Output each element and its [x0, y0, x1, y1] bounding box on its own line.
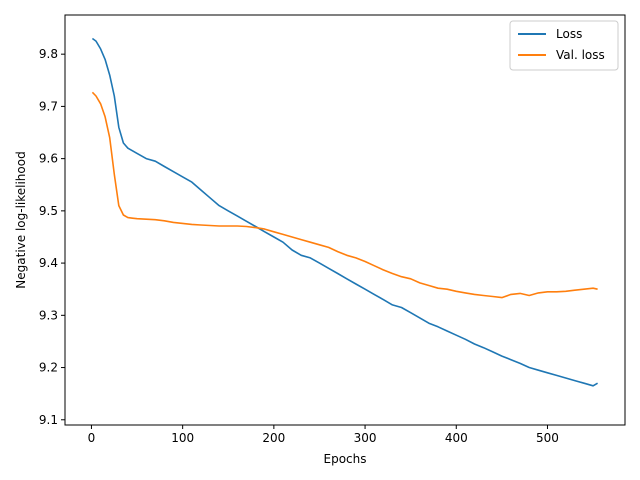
axes-frame [64, 14, 626, 426]
y-tick-label-5: 9.6 [39, 152, 58, 166]
y-axis-ticks: 9.1 9.2 9.3 9.4 9.5 9.6 9.7 9.8 [39, 47, 65, 427]
y-tick-label-2: 9.3 [39, 308, 58, 322]
legend-label-loss: Loss [556, 27, 582, 41]
y-tick-label-7: 9.8 [39, 47, 58, 61]
series-layer [91, 37, 599, 387]
y-tick-label-3: 9.4 [39, 256, 58, 270]
y-axis-label: Negative log-likelihood [14, 151, 28, 288]
x-axis-label: Epochs [324, 452, 367, 466]
legend: Loss Val. loss [509, 20, 619, 71]
plot-area [64, 14, 626, 426]
y-tick-label-1: 9.2 [39, 361, 58, 375]
x-tick-label-1: 100 [171, 431, 194, 445]
x-tick-label-3: 300 [354, 431, 377, 445]
y-tick-label-6: 9.7 [39, 99, 58, 113]
x-tick-label-0: 0 [88, 431, 96, 445]
y-tick-label-4: 9.5 [39, 204, 58, 218]
legend-label-val-loss: Val. loss [556, 48, 605, 62]
x-tick-label-5: 500 [536, 431, 559, 445]
x-axis-ticks: 0 100 200 300 400 500 [88, 425, 559, 445]
series-line-loss [91, 37, 599, 387]
series-line-val-loss [91, 91, 598, 299]
y-tick-label-0: 9.1 [39, 413, 58, 427]
x-tick-label-4: 400 [445, 431, 468, 445]
x-tick-label-2: 200 [262, 431, 285, 445]
